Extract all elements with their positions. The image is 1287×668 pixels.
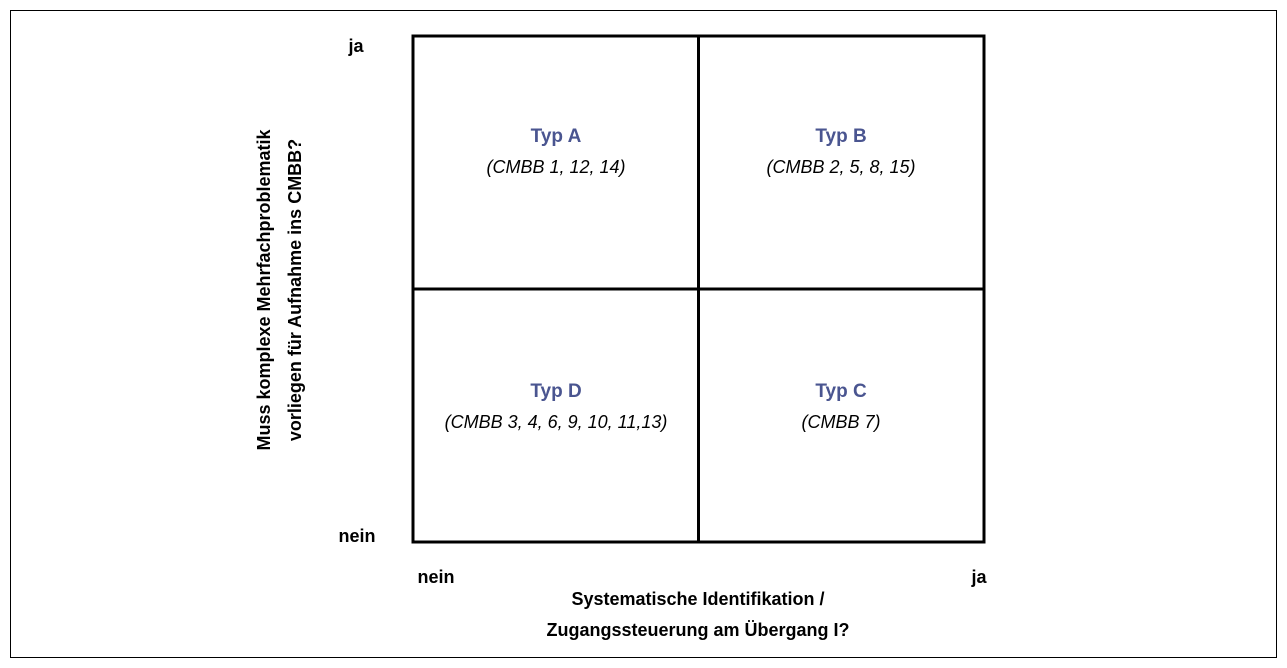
quadrant-title: Typ C: [815, 381, 867, 402]
y-axis-low: nein: [338, 526, 375, 546]
quadrant-title: Typ B: [815, 126, 866, 147]
quadrant-title: Typ A: [531, 126, 582, 147]
x-axis-high: ja: [970, 567, 987, 587]
quadrant-title: Typ D: [530, 381, 581, 402]
y-axis-title: vorliegen für Aufnahme ins CMBB?: [285, 139, 305, 441]
quadrant-members: (CMBB 3, 4, 6, 9, 10, 11,13): [445, 412, 668, 432]
quadrant-members: (CMBB 2, 5, 8, 15): [766, 157, 915, 177]
frame: [10, 10, 1277, 658]
y-axis-high: ja: [347, 36, 364, 56]
matrix: [411, 34, 986, 544]
y-axis-title: Muss komplexe Mehrfachproblematik: [254, 128, 274, 450]
quadrant-members: (CMBB 1, 12, 14): [486, 157, 625, 177]
x-axis-title: Systematische Identifikation /: [571, 589, 824, 609]
x-axis-title: Zugangssteuerung am Übergang I?: [546, 620, 849, 640]
x-axis-low: nein: [417, 567, 454, 587]
quadrant-members: (CMBB 7): [801, 412, 880, 432]
